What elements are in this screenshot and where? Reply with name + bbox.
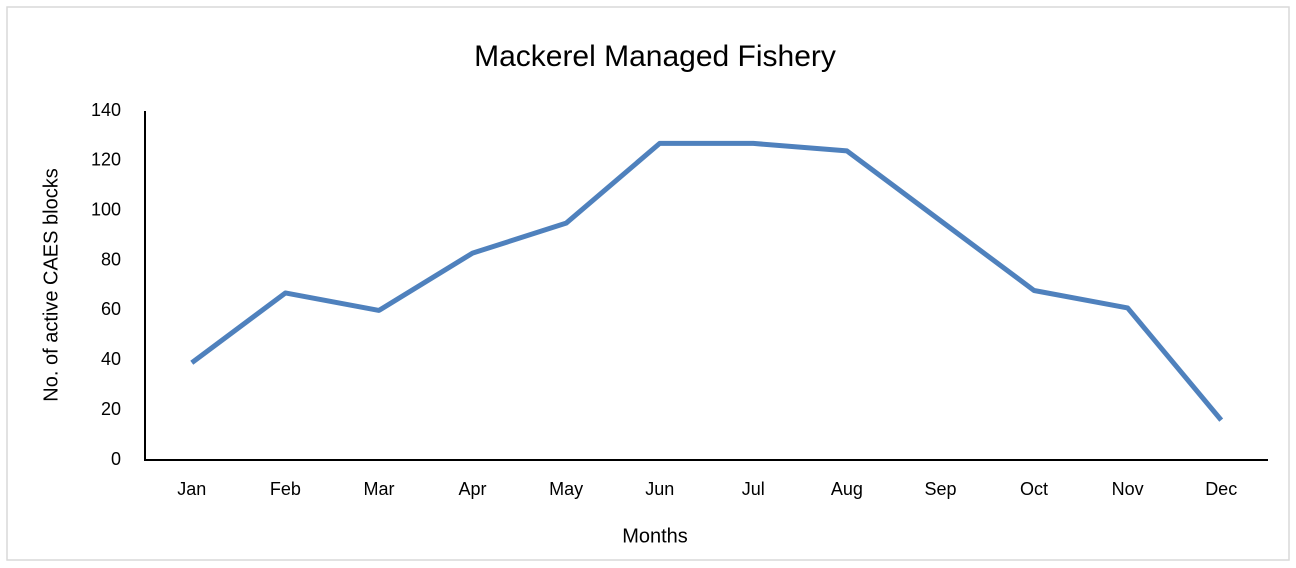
y-tick-label: 120 (91, 150, 121, 170)
y-tick-label: 20 (101, 399, 121, 419)
x-tick-label: Oct (1020, 479, 1048, 499)
chart-title: Mackerel Managed Fishery (474, 40, 836, 73)
y-tick-label: 60 (101, 299, 121, 319)
y-tick-label: 100 (91, 199, 121, 219)
y-tick-label: 0 (111, 449, 121, 469)
y-axis-label: No. of active CAES blocks (40, 168, 62, 401)
x-tick-label: Jan (177, 479, 206, 499)
x-tick-label: Dec (1205, 479, 1237, 499)
x-tick-label: Jul (742, 479, 765, 499)
y-tick-label: 80 (101, 249, 121, 269)
x-axis-label: Months (622, 525, 688, 547)
y-tick-label: 140 (91, 100, 121, 120)
x-tick-label: Aug (831, 479, 863, 499)
x-tick-label: Nov (1112, 479, 1144, 499)
data-line (190, 140, 1224, 422)
y-tick-label: 40 (101, 349, 121, 369)
chart-border (6, 6, 1290, 561)
x-tick-label: Mar (363, 479, 394, 499)
x-tick-label: Apr (459, 479, 487, 499)
x-tick-label: Feb (270, 479, 301, 499)
x-tick-label: Jun (645, 479, 674, 499)
x-tick-label: May (549, 479, 583, 499)
x-tick-label: Sep (924, 479, 956, 499)
